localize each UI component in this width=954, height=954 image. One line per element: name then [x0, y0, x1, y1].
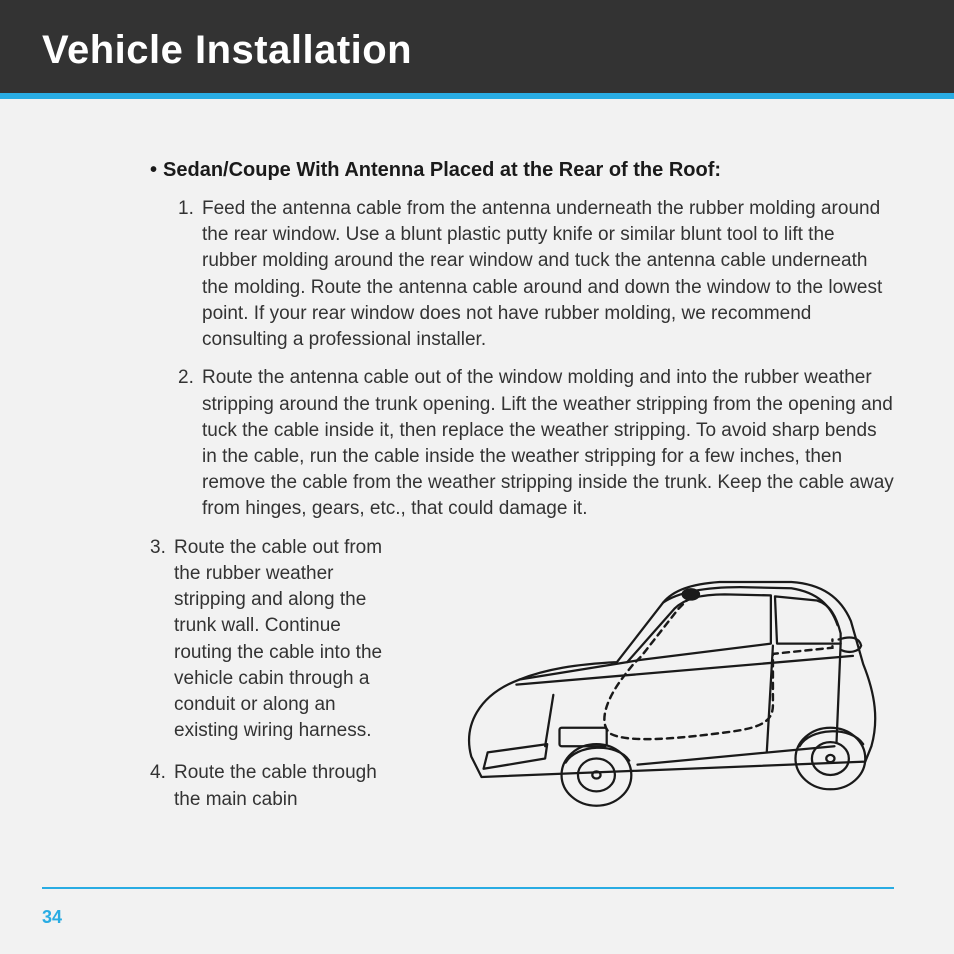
- steps-list: 1. Feed the antenna cable from the anten…: [150, 196, 894, 523]
- footer-rule: [42, 887, 894, 889]
- page-number: 34: [42, 907, 62, 927]
- step-1: 1. Feed the antenna cable from the anten…: [178, 196, 894, 353]
- section-heading-text: Sedan/Coupe With Antenna Placed at the R…: [163, 159, 721, 182]
- step-text: Route the cable through the main cabin: [174, 760, 398, 812]
- manual-page: Vehicle Installation • Sedan/Coupe With …: [0, 0, 954, 954]
- page-title: Vehicle Installation: [42, 28, 954, 73]
- sedan-cable-routing-icon: [422, 541, 894, 828]
- step-3-4-text-column: 3. Route the cable out from the rubber w…: [150, 535, 398, 829]
- step-number: 1.: [178, 196, 202, 353]
- page-content: • Sedan/Coupe With Antenna Placed at the…: [0, 99, 954, 887]
- page-footer: 34: [0, 887, 954, 954]
- section-heading: • Sedan/Coupe With Antenna Placed at the…: [150, 159, 894, 182]
- step-text: Route the cable out from the rubber weat…: [174, 535, 398, 745]
- step-text: Feed the antenna cable from the antenna …: [202, 196, 894, 353]
- step-text: Route the antenna cable out of the windo…: [202, 365, 894, 522]
- step-3: 3. Route the cable out from the rubber w…: [150, 535, 398, 745]
- step-4: 4. Route the cable through the main cabi…: [150, 760, 398, 812]
- step-number: 4.: [150, 760, 174, 812]
- step-2: 2. Route the antenna cable out of the wi…: [178, 365, 894, 522]
- car-diagram: [422, 535, 894, 833]
- step-3-4-row: 3. Route the cable out from the rubber w…: [150, 535, 894, 833]
- step-number: 3.: [150, 535, 174, 745]
- page-header: Vehicle Installation: [0, 0, 954, 93]
- bullet-icon: •: [150, 159, 157, 182]
- step-number: 2.: [178, 365, 202, 522]
